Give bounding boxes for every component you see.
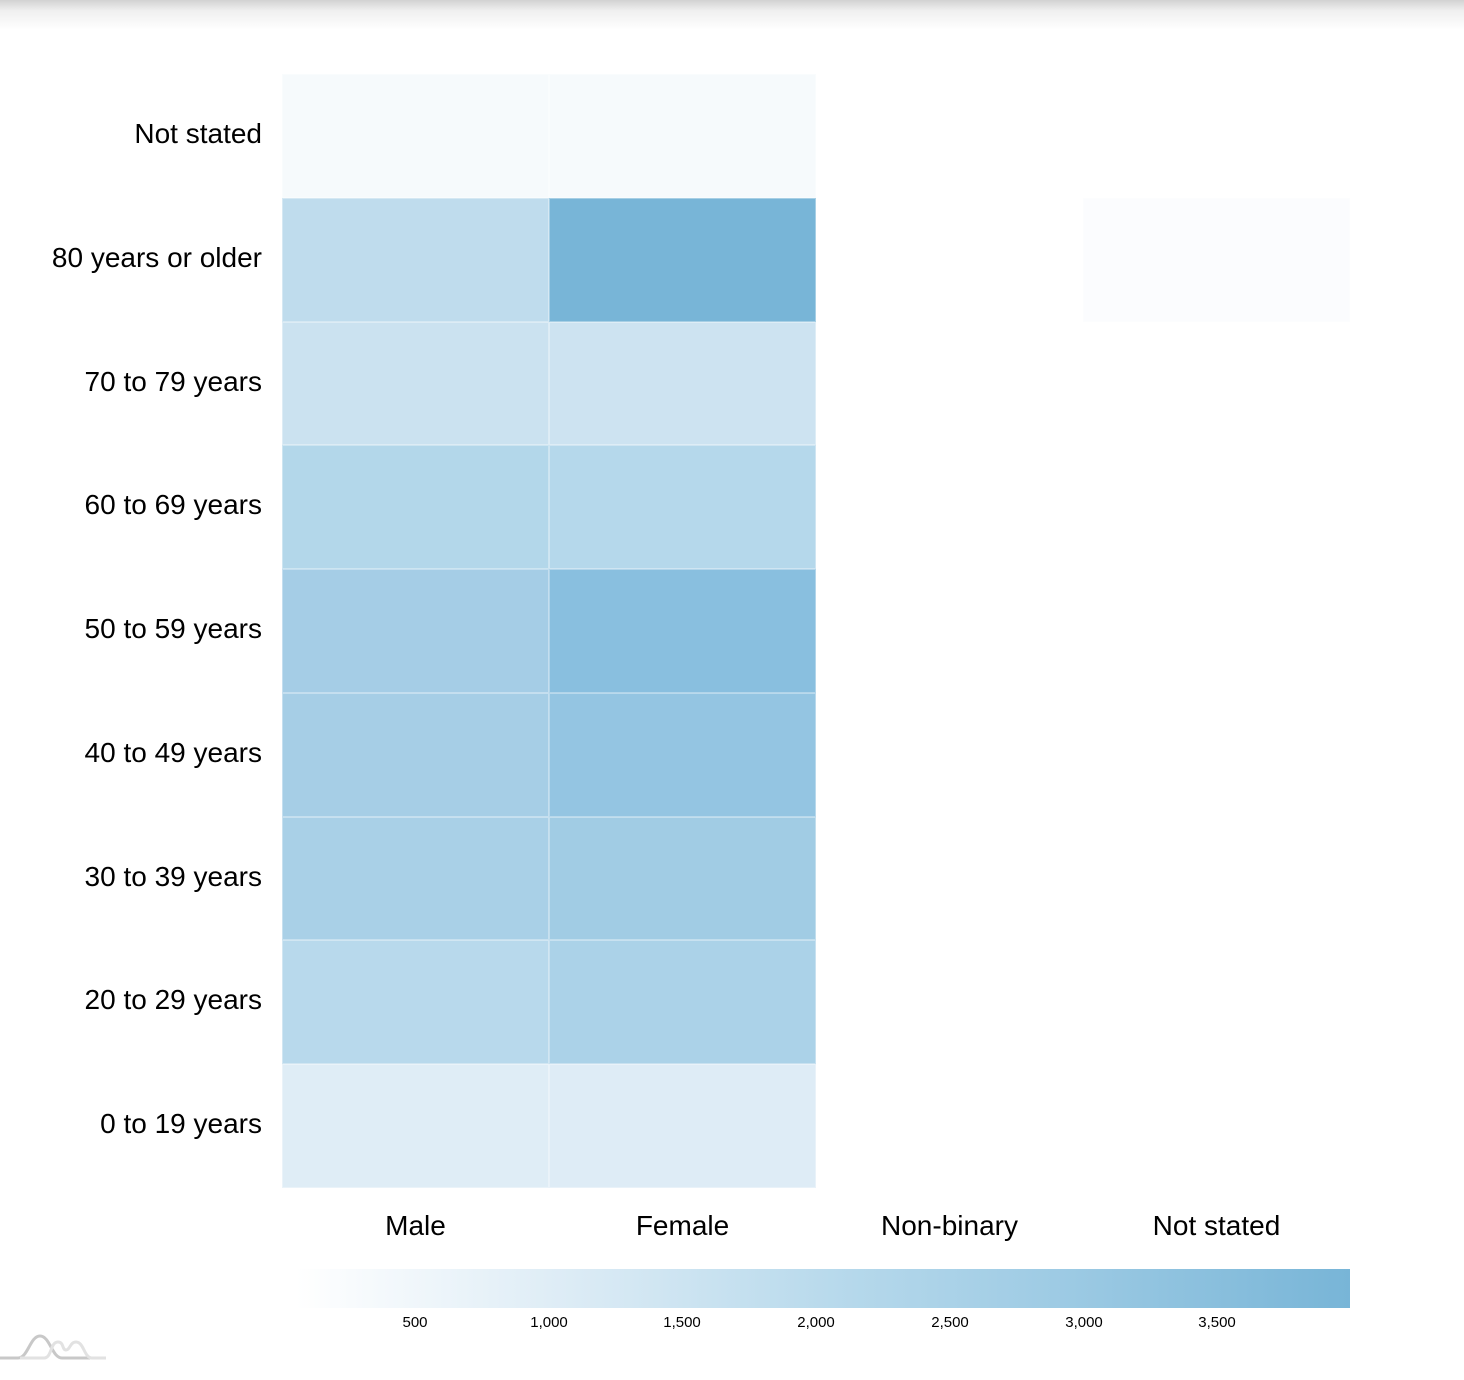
x-axis-label: Non-binary — [881, 1210, 1018, 1241]
y-axis-label: 40 to 49 years — [84, 736, 262, 768]
heatmap-cell[interactable] — [282, 445, 549, 570]
y-axis-label: 60 to 69 years — [84, 489, 262, 521]
x-axis-labels: Male Female Non-binary Not stated — [282, 1204, 1350, 1248]
heatmap-cell[interactable] — [549, 1064, 816, 1188]
y-axis-label: 80 years or older — [51, 241, 262, 273]
heatmap-cell[interactable] — [282, 74, 549, 198]
heatmap-cell[interactable] — [282, 569, 549, 693]
heatmap-cell[interactable] — [282, 197, 549, 322]
heatmap-cell[interactable] — [549, 321, 816, 446]
heatmap-cell[interactable] — [549, 445, 816, 570]
legend-tick-label: 500 — [402, 1314, 428, 1331]
legend-tick-label: 1,000 — [530, 1314, 568, 1331]
heatmap-cell[interactable] — [549, 74, 816, 198]
heatmap-cell[interactable] — [549, 197, 816, 322]
heatmap-cell[interactable] — [282, 816, 549, 941]
x-axis-label: Female — [635, 1210, 730, 1241]
heatmap-cell[interactable] — [1083, 197, 1350, 322]
legend-tick-label: 2,000 — [797, 1314, 835, 1331]
legend-tick-label: 2,500 — [931, 1314, 969, 1331]
y-axis-label: 50 to 59 years — [84, 613, 262, 645]
heatmap-cell[interactable] — [282, 1064, 549, 1188]
y-axis-label: 0 to 19 years — [100, 1108, 262, 1140]
x-axis-label: Male — [385, 1210, 446, 1241]
y-axis-label: Not stated — [134, 118, 262, 149]
y-axis-label: 30 to 39 years — [84, 860, 262, 892]
y-axis-label: 20 to 29 years — [84, 984, 262, 1016]
heatmap-cell[interactable] — [282, 940, 549, 1065]
y-axis-label: 70 to 79 years — [84, 365, 262, 397]
heatmap-plot-area — [282, 74, 1350, 1188]
heat-legend-ticks: 500 1,000 1,500 2,000 2,500 3,000 3,500 — [0, 1314, 1464, 1334]
x-axis-label: Not stated — [1152, 1210, 1281, 1241]
heatmap-cell[interactable] — [282, 321, 549, 446]
legend-tick-label: 3,500 — [1198, 1314, 1236, 1331]
legend-tick-label: 1,500 — [663, 1314, 701, 1331]
top-shadow — [0, 0, 1464, 30]
heatmap-cell[interactable] — [282, 692, 549, 817]
heatmap-cell[interactable] — [549, 816, 816, 941]
heat-legend-bar — [296, 1269, 1350, 1308]
amcharts-logo-icon[interactable] — [0, 1330, 110, 1364]
heatmap-cell[interactable] — [549, 940, 816, 1065]
legend-tick-label: 3,000 — [1065, 1314, 1103, 1331]
heatmap-cell[interactable] — [549, 692, 816, 817]
heatmap-cell[interactable] — [549, 569, 816, 693]
